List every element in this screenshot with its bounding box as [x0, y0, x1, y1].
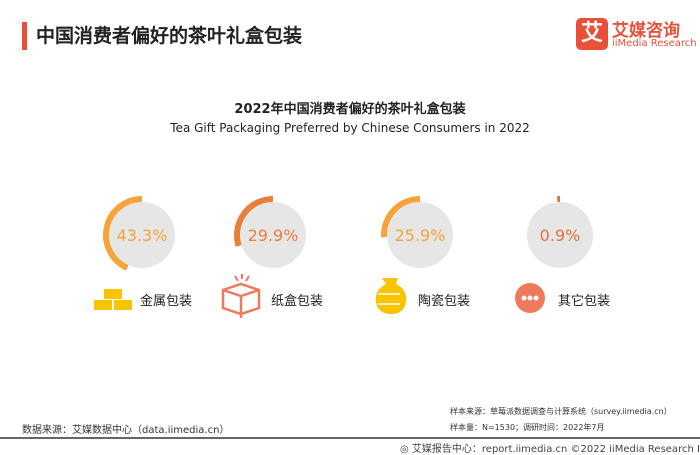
pie-background [240, 202, 306, 268]
pie-slice [234, 196, 274, 247]
sample-size: 样本量：N=1530；调研时间：2022年7月 [450, 423, 605, 432]
more-icon [515, 283, 545, 313]
sample-source: 样本来源：草莓派数据调查与计算系统（survey.iimedia.cn） [450, 407, 672, 416]
footer-divider [0, 437, 700, 439]
paper-box-icon [221, 274, 261, 318]
data-source: 数据来源：艾媒数据中心（data.iimedia.cn） [22, 425, 230, 436]
page-title: 中国消费者偏好的茶叶礼盒包装 [36, 25, 303, 47]
pie-background [527, 202, 593, 268]
category-label: 陶瓷包装 [418, 294, 471, 309]
title-accent-bar [22, 22, 27, 50]
logo: 艾 艾媒咨询 iiMedia Research [576, 18, 697, 58]
chart-subtitle: Tea Gift Packaging Preferred by Chinese … [170, 121, 530, 135]
copyright-text: 艾媒报告中心：report.iimedia.cn ©2022 iiMedia R… [411, 444, 700, 455]
ceramic-pot-icon [375, 278, 407, 314]
logo-cn: 艾媒咨询 [612, 21, 680, 41]
chart-title: 2022年中国消费者偏好的茶叶礼盒包装 [234, 102, 466, 117]
category-label: 纸盒包装 [271, 294, 324, 309]
logo-en: iiMedia Research [612, 38, 697, 49]
gold-bars-icon [94, 289, 132, 310]
data-label: 0.9% [540, 226, 581, 245]
pie-background [387, 202, 453, 268]
data-label: 25.9% [395, 226, 446, 245]
pie-slice [381, 196, 421, 238]
category-label: 金属包装 [140, 294, 193, 309]
data-label: 29.9% [248, 226, 299, 245]
data-label: 43.3% [117, 226, 168, 245]
copyright: ◎ 艾媒报告中心：report.iimedia.cn ©2022 iiMedia… [400, 440, 700, 455]
category-label: 其它包装 [558, 294, 611, 309]
pie-background [109, 202, 175, 268]
pie-slice [103, 196, 143, 271]
logo-mark: 艾 [576, 18, 608, 50]
globe-icon: ◎ [400, 444, 412, 455]
